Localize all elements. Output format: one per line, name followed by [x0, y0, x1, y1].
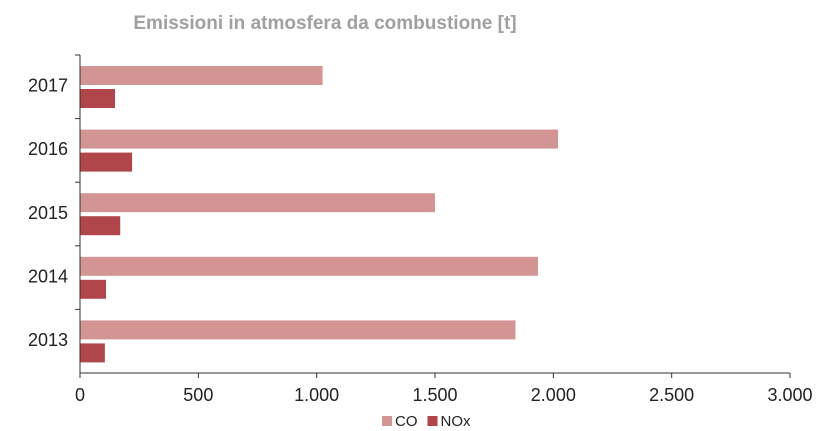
x-tick-label: 1.000	[294, 385, 339, 405]
bar	[80, 129, 559, 149]
y-tick-label: 2013	[28, 330, 68, 350]
legend-label: NOx	[441, 413, 472, 430]
bar	[80, 216, 121, 236]
bar	[80, 256, 538, 276]
bar	[80, 343, 105, 363]
chart-title: Emissioni in atmosfera da combustione [t…	[133, 13, 516, 34]
x-tick-label: 0	[75, 385, 85, 405]
bar	[80, 66, 323, 85]
legend-label: CO	[395, 413, 418, 430]
bar	[80, 89, 116, 108]
y-tick-label: 2015	[28, 203, 68, 223]
legend-swatch	[427, 416, 438, 426]
x-tick-label: 2.000	[531, 385, 576, 405]
x-tick-label: 2.500	[649, 385, 694, 405]
bar	[80, 152, 133, 172]
y-tick-label: 2017	[28, 76, 68, 96]
bar	[80, 193, 435, 213]
x-tick-label: 500	[183, 385, 213, 405]
bar	[80, 279, 107, 299]
bar	[80, 320, 516, 340]
x-tick-label: 3.000	[767, 385, 812, 405]
x-tick-label: 1.500	[412, 385, 457, 405]
y-tick-label: 2016	[28, 139, 68, 159]
legend-swatch	[382, 416, 392, 426]
y-tick-label: 2014	[28, 266, 68, 286]
